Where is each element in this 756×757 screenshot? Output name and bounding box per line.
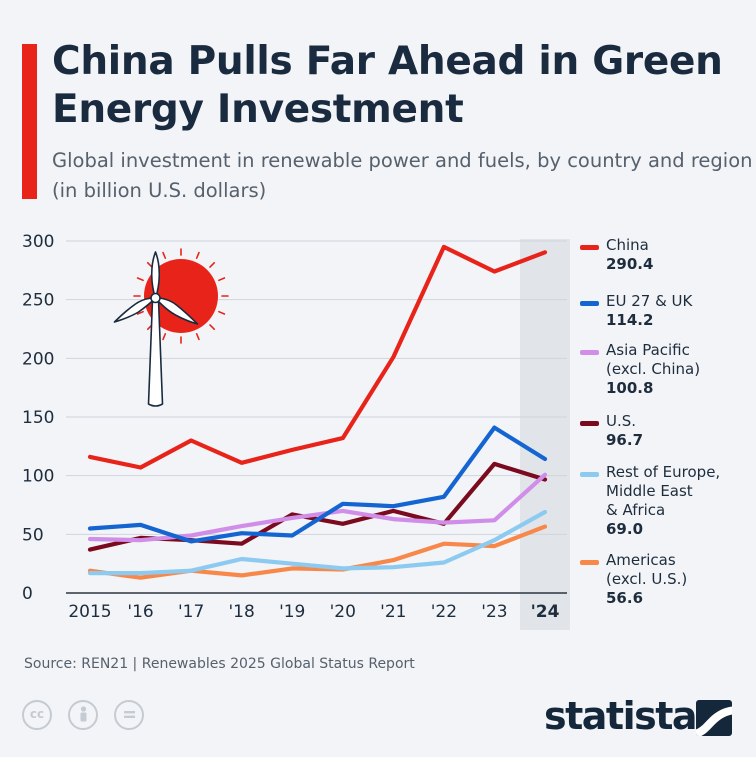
data-lines (87, 244, 548, 580)
legend-latest-value: 69.0 (606, 520, 644, 538)
y-tick-label: 150 (22, 408, 54, 428)
attribution-icon[interactable] (68, 700, 98, 730)
legend-series-name: China (606, 236, 649, 254)
legend-swatch (580, 301, 599, 306)
series-line (87, 425, 548, 544)
legend-swatch (580, 350, 599, 355)
y-tick-label: 300 (22, 232, 54, 252)
legend-series-name: U.S. (606, 412, 637, 430)
x-tick-label: '17 (178, 602, 204, 622)
x-tick-label: '20 (330, 602, 356, 622)
y-tick-label: 0 (22, 584, 33, 604)
legend-latest-value: 96.7 (606, 431, 644, 449)
illustration (113, 248, 229, 407)
y-tick-label: 100 (22, 467, 54, 487)
legend-swatch (580, 560, 599, 565)
legend-series-name: Americas (excl. U.S.) (606, 551, 688, 588)
statista-logo-mark (696, 700, 732, 736)
no-derivatives-icon[interactable] (114, 700, 144, 730)
legend-series-name: Asia Pacific (excl. China) (606, 341, 701, 378)
legend-series-name: Rest of Europe, Middle East & Africa (606, 463, 721, 519)
x-axis-tick-labels: 2015 '16 '17 '18 '19 '20 '21 '22 '23 '24 (68, 602, 559, 622)
y-tick-label: 250 (22, 291, 54, 311)
chart-subtitle: Global investment in renewable power and… (52, 146, 756, 206)
legend-latest-value: 100.8 (606, 379, 654, 397)
series-line (87, 472, 548, 543)
legend-latest-value: 290.4 (606, 255, 654, 273)
x-tick-label: '18 (229, 602, 255, 622)
legend-latest-value: 114.2 (606, 311, 654, 329)
series-line (87, 509, 548, 576)
accent-bar (22, 44, 37, 199)
x-tick-label: '19 (279, 602, 305, 622)
x-tick-label: '22 (431, 602, 457, 622)
chart-subtitle-text: Global investment in renewable power and… (52, 149, 753, 202)
y-axis-tick-labels: 0 50 100 150 200 250 300 (22, 232, 54, 604)
sun-icon (133, 248, 229, 344)
series-line (87, 244, 548, 470)
cc-icon[interactable]: cc (22, 700, 52, 730)
x-tick-label: '21 (380, 602, 406, 622)
x-tick-label: '24 (531, 602, 560, 622)
series-line (87, 524, 548, 580)
line-chart: 0 50 100 150 200 250 300 2015 '16 '17 '18 '19 '20 '2… (22, 232, 570, 630)
legend-swatch (580, 421, 599, 426)
x-tick-label: '16 (127, 602, 153, 622)
source-note: Source: REN21 | Renewables 2025 Global S… (24, 656, 415, 672)
legend-series-name: EU 27 & UK (606, 292, 693, 310)
wind-turbine-icon (113, 251, 199, 407)
chart-title-text: China Pulls Far Ahead in Green Energy In… (52, 39, 723, 132)
y-tick-label: 50 (22, 525, 44, 545)
legend-latest-value: 56.6 (606, 589, 644, 607)
statista-logo-text: statista (544, 694, 698, 738)
legend-swatch (580, 245, 599, 250)
legend-swatch (580, 472, 599, 477)
chart-title: China Pulls Far Ahead in Green Energy In… (52, 38, 756, 134)
statista-logo[interactable]: statista (544, 694, 698, 738)
highlight-band-2024 (520, 239, 570, 630)
x-tick-label: '23 (481, 602, 507, 622)
x-tick-label: 2015 (68, 602, 111, 622)
y-tick-label: 200 (22, 349, 54, 369)
